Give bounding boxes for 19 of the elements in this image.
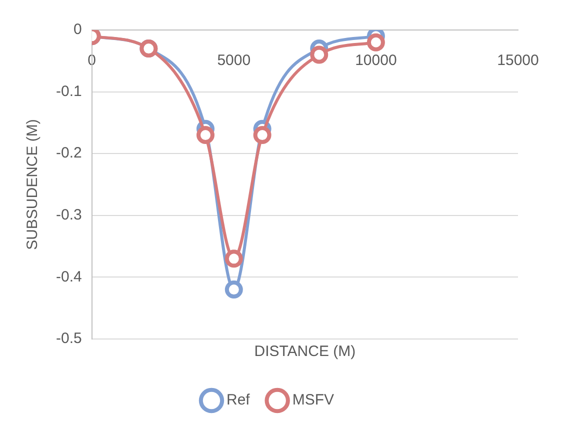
point <box>366 33 385 52</box>
legend-label: Ref <box>226 392 251 409</box>
x-tick-label: 15000 <box>497 52 539 70</box>
y-tick-label: -0.4 <box>56 268 82 286</box>
legend-label: MSFV <box>292 392 334 409</box>
x-tick-label: 5000 <box>217 52 251 70</box>
x-tick-label: 10000 <box>355 52 397 70</box>
y-tick-label: -0.2 <box>56 144 82 162</box>
point <box>310 46 328 64</box>
point <box>253 126 272 144</box>
x-axis-title: DISTANCE (M) <box>254 343 356 360</box>
y-tick-label: -0.3 <box>56 206 82 224</box>
y-tick-label: 0 <box>74 21 82 38</box>
point <box>224 280 243 299</box>
y-tick-label: -0.1 <box>56 82 82 100</box>
point <box>196 126 214 144</box>
point <box>224 250 243 268</box>
y-axis-title: SUBSUDENCE (M) <box>24 119 42 250</box>
y-tick-label: -0.5 <box>56 330 82 348</box>
